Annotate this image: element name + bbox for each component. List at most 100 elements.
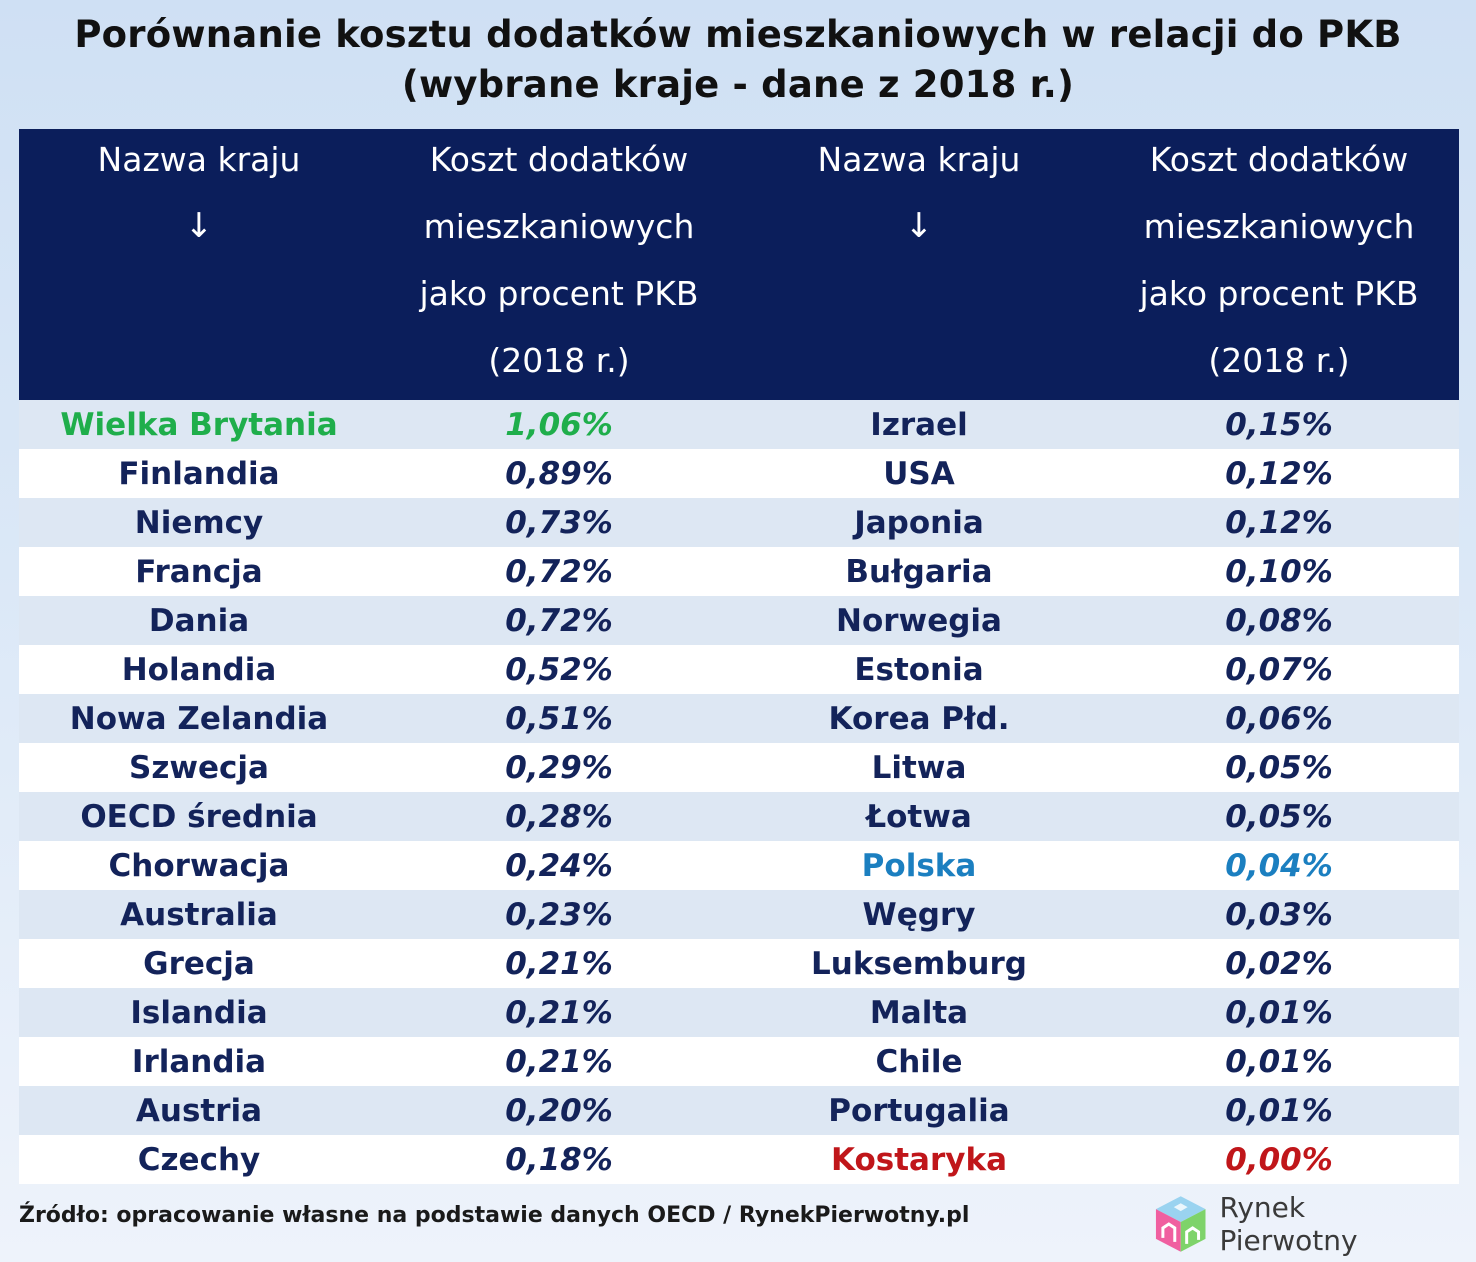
country-cell: Japonia: [854, 504, 984, 541]
country-cell: Dania: [148, 602, 250, 639]
country-cell: Czechy: [137, 1141, 261, 1178]
table-row: Szwecja 0,29% Litwa 0,05%: [19, 743, 1459, 792]
value-cell: 0,05%: [1225, 749, 1333, 786]
country-cell: Izrael: [870, 406, 968, 443]
value-cell: 0,06%: [1225, 700, 1333, 737]
value-cell: 0,04%: [1225, 847, 1333, 884]
value-cell: 0,15%: [1225, 406, 1333, 443]
country-cell: Szwecja: [129, 749, 269, 786]
table-row: Islandia 0,21% Malta 0,01%: [19, 988, 1459, 1037]
value-cell: 0,01%: [1225, 994, 1333, 1031]
value-cell: 0,02%: [1225, 945, 1333, 982]
value-cell: 1,06%: [505, 406, 613, 443]
value-cell: 0,24%: [505, 847, 613, 884]
table-row: Niemcy 0,73% Japonia 0,12%: [19, 498, 1459, 547]
value-cell: 0,21%: [505, 994, 613, 1031]
value-cell: 0,20%: [505, 1092, 613, 1129]
country-cell: Łotwa: [866, 798, 972, 835]
house-cube-logo-icon: [1155, 1196, 1206, 1252]
housing-allowance-table: Nazwa kraju ↓ Koszt dodatków mieszkaniow…: [19, 129, 1459, 1184]
header-cost-1: Koszt dodatków mieszkaniowych jako proce…: [379, 126, 739, 400]
country-cell: Węgry: [862, 896, 976, 933]
country-cell: Polska: [861, 847, 977, 884]
header-cost-2: Koszt dodatków mieszkaniowych jako proce…: [1099, 126, 1459, 400]
value-cell: 0,51%: [505, 700, 613, 737]
value-cell: 0,72%: [505, 553, 613, 590]
country-cell: Chorwacja: [108, 847, 290, 884]
value-cell: 0,10%: [1225, 553, 1333, 590]
country-cell: Luksemburg: [811, 945, 1027, 982]
country-cell: Grecja: [143, 945, 255, 982]
header-country-1-label: Nazwa kraju: [97, 140, 301, 179]
table-row: OECD średnia 0,28% Łotwa 0,05%: [19, 792, 1459, 841]
value-cell: 0,05%: [1225, 798, 1333, 835]
logo-text: Rynek Pierwotny: [1219, 1191, 1358, 1257]
header-cost-1-line-3: jako procent PKB: [419, 274, 699, 313]
value-cell: 0,29%: [505, 749, 613, 786]
table-row: Grecja 0,21% Luksemburg 0,02%: [19, 939, 1459, 988]
table-header: Nazwa kraju ↓ Koszt dodatków mieszkaniow…: [19, 129, 1459, 400]
country-cell: Estonia: [854, 651, 984, 688]
header-country-2-label: Nazwa kraju: [817, 140, 1021, 179]
value-cell: 0,00%: [1225, 1141, 1333, 1178]
country-cell: Chile: [875, 1043, 963, 1080]
header-cost-2-line-1: Koszt dodatków: [1149, 140, 1409, 179]
country-cell: Niemcy: [134, 504, 264, 541]
arrow-down-icon: ↓: [184, 206, 214, 246]
country-cell: Wielka Brytania: [60, 406, 338, 443]
header-country-1: Nazwa kraju ↓: [19, 126, 379, 400]
country-cell: Portugalia: [828, 1092, 1010, 1129]
table-row: Austria 0,20% Portugalia 0,01%: [19, 1086, 1459, 1135]
value-cell: 0,07%: [1225, 651, 1333, 688]
table-row: Dania 0,72% Norwegia 0,08%: [19, 596, 1459, 645]
country-cell: Islandia: [130, 994, 268, 1031]
header-cost-1-line-1: Koszt dodatków: [429, 140, 689, 179]
value-cell: 0,08%: [1225, 602, 1333, 639]
table-row: Australia 0,23% Węgry 0,03%: [19, 890, 1459, 939]
country-cell: Francja: [135, 553, 263, 590]
table-body: Wielka Brytania 1,06% Izrael 0,15% Finlandia…: [19, 400, 1459, 1184]
value-cell: 0,12%: [1225, 455, 1333, 492]
country-cell: Nowa Zelandia: [69, 700, 329, 737]
source-note: Źródło: opracowanie własne na podstawie …: [19, 1203, 970, 1228]
header-cost-2-line-4: (2018 r.): [1208, 341, 1350, 380]
header-cost-1-line-4: (2018 r.): [488, 341, 630, 380]
value-cell: 0,01%: [1225, 1043, 1333, 1080]
table-row: Czechy 0,18% Kostaryka 0,00%: [19, 1135, 1459, 1184]
brand-logo: Rynek Pierwotny: [1150, 1191, 1450, 1257]
country-cell: Kostaryka: [831, 1141, 1007, 1178]
value-cell: 0,01%: [1225, 1092, 1333, 1129]
page-title: Porównanie kosztu dodatków mieszkaniowyc…: [0, 10, 1476, 110]
value-cell: 0,72%: [505, 602, 613, 639]
table-row: Holandia 0,52% Estonia 0,07%: [19, 645, 1459, 694]
value-cell: 0,03%: [1225, 896, 1333, 933]
table-row: Wielka Brytania 1,06% Izrael 0,15%: [19, 400, 1459, 449]
country-cell: Australia: [120, 896, 278, 933]
header-cost-1-line-2: mieszkaniowych: [423, 207, 695, 246]
table-row: Irlandia 0,21% Chile 0,01%: [19, 1037, 1459, 1086]
country-cell: Korea Płd.: [828, 700, 1010, 737]
table-row: Francja 0,72% Bułgaria 0,10%: [19, 547, 1459, 596]
arrow-down-icon: ↓: [904, 206, 934, 246]
country-cell: Holandia: [121, 651, 277, 688]
country-cell: Irlandia: [131, 1043, 267, 1080]
value-cell: 0,73%: [505, 504, 613, 541]
value-cell: 0,28%: [505, 798, 613, 835]
value-cell: 0,23%: [505, 896, 613, 933]
country-cell: Finlandia: [118, 455, 280, 492]
header-cost-2-line-3: jako procent PKB: [1139, 274, 1419, 313]
value-cell: 0,18%: [505, 1141, 613, 1178]
country-cell: OECD średnia: [80, 798, 318, 835]
country-cell: Litwa: [871, 749, 967, 786]
value-cell: 0,21%: [505, 1043, 613, 1080]
country-cell: Malta: [869, 994, 969, 1031]
country-cell: Norwegia: [836, 602, 1002, 639]
value-cell: 0,89%: [505, 455, 613, 492]
value-cell: 0,21%: [505, 945, 613, 982]
header-country-2: Nazwa kraju ↓: [739, 126, 1099, 400]
title-line-1: Porównanie kosztu dodatków mieszkaniowyc…: [74, 13, 1402, 56]
table-row: Chorwacja 0,24% Polska 0,04%: [19, 841, 1459, 890]
table-row: Finlandia 0,89% USA 0,12%: [19, 449, 1459, 498]
country-cell: Bułgaria: [845, 553, 993, 590]
value-cell: 0,52%: [505, 651, 613, 688]
